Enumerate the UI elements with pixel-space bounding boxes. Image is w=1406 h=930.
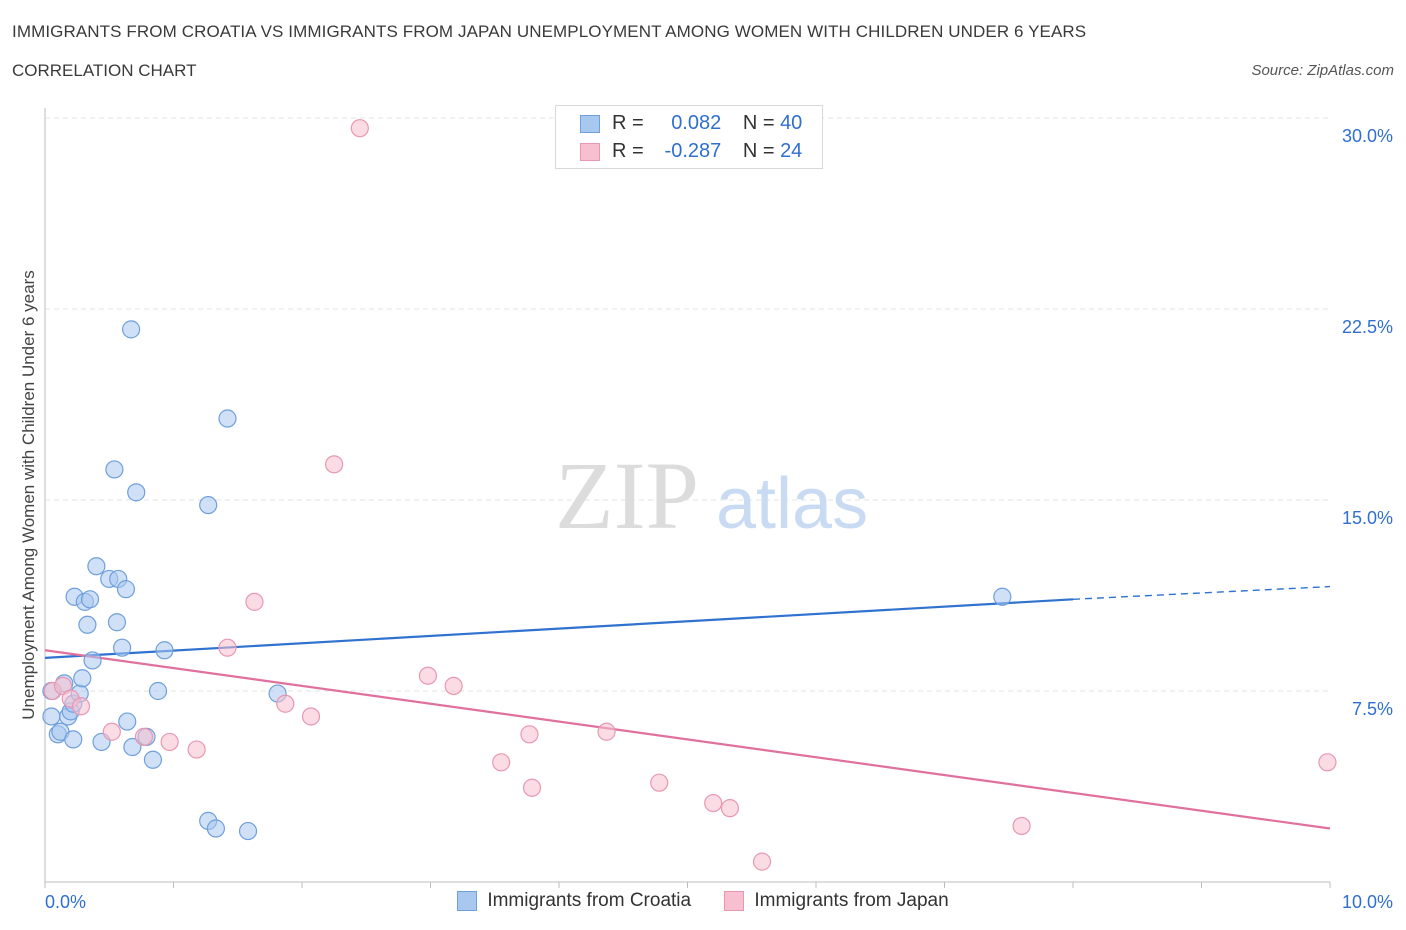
data-point <box>704 793 723 813</box>
data-point <box>238 821 258 841</box>
data-point <box>80 590 100 609</box>
japan-n-label: N = <box>742 140 775 162</box>
data-point <box>301 707 321 726</box>
data-point <box>993 587 1012 606</box>
data-point <box>520 725 539 744</box>
japan-r-label: R = <box>612 140 644 162</box>
japan-legend-swatch <box>724 890 745 911</box>
japan-legend-label: Immigrants from Japan <box>754 890 949 911</box>
legend-item-croatia[interactable]: Immigrants from Croatia <box>457 890 691 912</box>
data-point <box>1318 753 1337 772</box>
data-point <box>127 483 146 502</box>
japan-r-value: -0.287 <box>664 140 722 162</box>
legend-item-japan[interactable]: Immigrants from Japan <box>724 890 949 912</box>
croatia-legend-label: Immigrants from Croatia <box>487 890 692 911</box>
data-point <box>112 638 132 657</box>
gridlines <box>45 117 1330 692</box>
croatia-r-value: 0.082 <box>671 112 722 134</box>
data-point <box>218 638 237 657</box>
axes <box>44 108 1331 888</box>
data-point <box>492 753 511 772</box>
data-point <box>218 409 237 428</box>
legend-row-japan: R = -0.287 N = 24 <box>580 140 802 166</box>
croatia-n-label: N = <box>742 112 775 134</box>
data-point <box>187 740 206 759</box>
data-point <box>118 712 137 731</box>
chart-title: IMMIGRANTS FROM CROATIA VS IMMIGRANTS FR… <box>12 22 1087 41</box>
data-point <box>107 613 127 632</box>
x-tick-label: 0.0% <box>45 892 86 912</box>
chart-subtitle: CORRELATION CHART <box>12 61 197 80</box>
data-point <box>121 320 141 339</box>
japan-n-value: 24 <box>780 140 803 162</box>
data-point <box>123 737 142 757</box>
croatia-legend-swatch <box>457 890 478 911</box>
correlation-legend: R = 0.082 N = 40 R = -0.287 N = 24 <box>555 105 823 169</box>
data-point <box>42 707 61 726</box>
data-point <box>155 641 174 660</box>
series-legend: Immigrants from Croatia Immigrants from … <box>0 890 1406 912</box>
watermark: ZIP atlas <box>555 442 868 549</box>
x-tick-label: 10.0% <box>1342 892 1393 912</box>
croatia-swatch <box>580 114 600 133</box>
data-point <box>134 727 154 746</box>
data-point <box>87 557 106 576</box>
data-point <box>418 666 438 685</box>
data-point <box>206 819 226 838</box>
data-point <box>720 799 740 818</box>
data-points <box>42 119 1337 871</box>
data-point <box>444 676 463 696</box>
data-point <box>199 495 218 515</box>
data-point <box>325 455 344 474</box>
legend-row-croatia: R = 0.082 N = 40 <box>580 112 802 138</box>
data-point <box>143 750 163 769</box>
data-point <box>105 460 124 479</box>
data-point <box>650 773 669 792</box>
data-point <box>160 732 179 752</box>
trend-line-extension <box>1072 585 1331 601</box>
y-tick-label: 22.5% <box>1342 317 1393 337</box>
data-point <box>245 592 264 611</box>
source-label: Source: ZipAtlas.com <box>1251 62 1394 79</box>
data-point <box>276 694 295 713</box>
data-point <box>73 669 92 688</box>
y-tick-label: 30.0% <box>1342 126 1393 146</box>
y-tick-label: 15.0% <box>1342 508 1393 528</box>
y-tick-label: 7.5% <box>1352 699 1393 719</box>
watermark-zip: ZIP <box>555 442 699 549</box>
data-point <box>350 119 369 138</box>
croatia-n-value: 40 <box>780 112 803 134</box>
data-point <box>752 852 772 871</box>
data-point <box>71 697 91 716</box>
data-point <box>78 615 97 634</box>
data-point <box>1012 816 1031 836</box>
data-point <box>116 580 136 599</box>
trend-line <box>44 598 1074 659</box>
tick-labels: 7.5% 15.0% 22.5% 30.0% 0.0% 10.0% <box>45 126 1393 912</box>
watermark-atlas: atlas <box>716 464 868 544</box>
data-point <box>148 681 168 701</box>
trend-line <box>44 649 1331 830</box>
trend-lines <box>44 585 1331 830</box>
y-axis-label: Unemployment Among Women with Children U… <box>19 270 38 719</box>
data-point <box>522 778 542 797</box>
data-point <box>83 651 102 670</box>
data-point <box>64 730 83 749</box>
data-point <box>597 722 616 741</box>
japan-swatch <box>580 142 600 161</box>
croatia-r-label: R = <box>612 112 644 134</box>
data-point <box>102 722 121 741</box>
